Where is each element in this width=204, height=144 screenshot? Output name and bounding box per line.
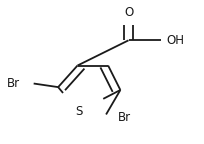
Text: OH: OH [166, 34, 184, 47]
Text: S: S [75, 105, 82, 118]
Text: O: O [124, 6, 133, 19]
Text: Br: Br [7, 77, 20, 90]
Text: Br: Br [118, 111, 131, 124]
